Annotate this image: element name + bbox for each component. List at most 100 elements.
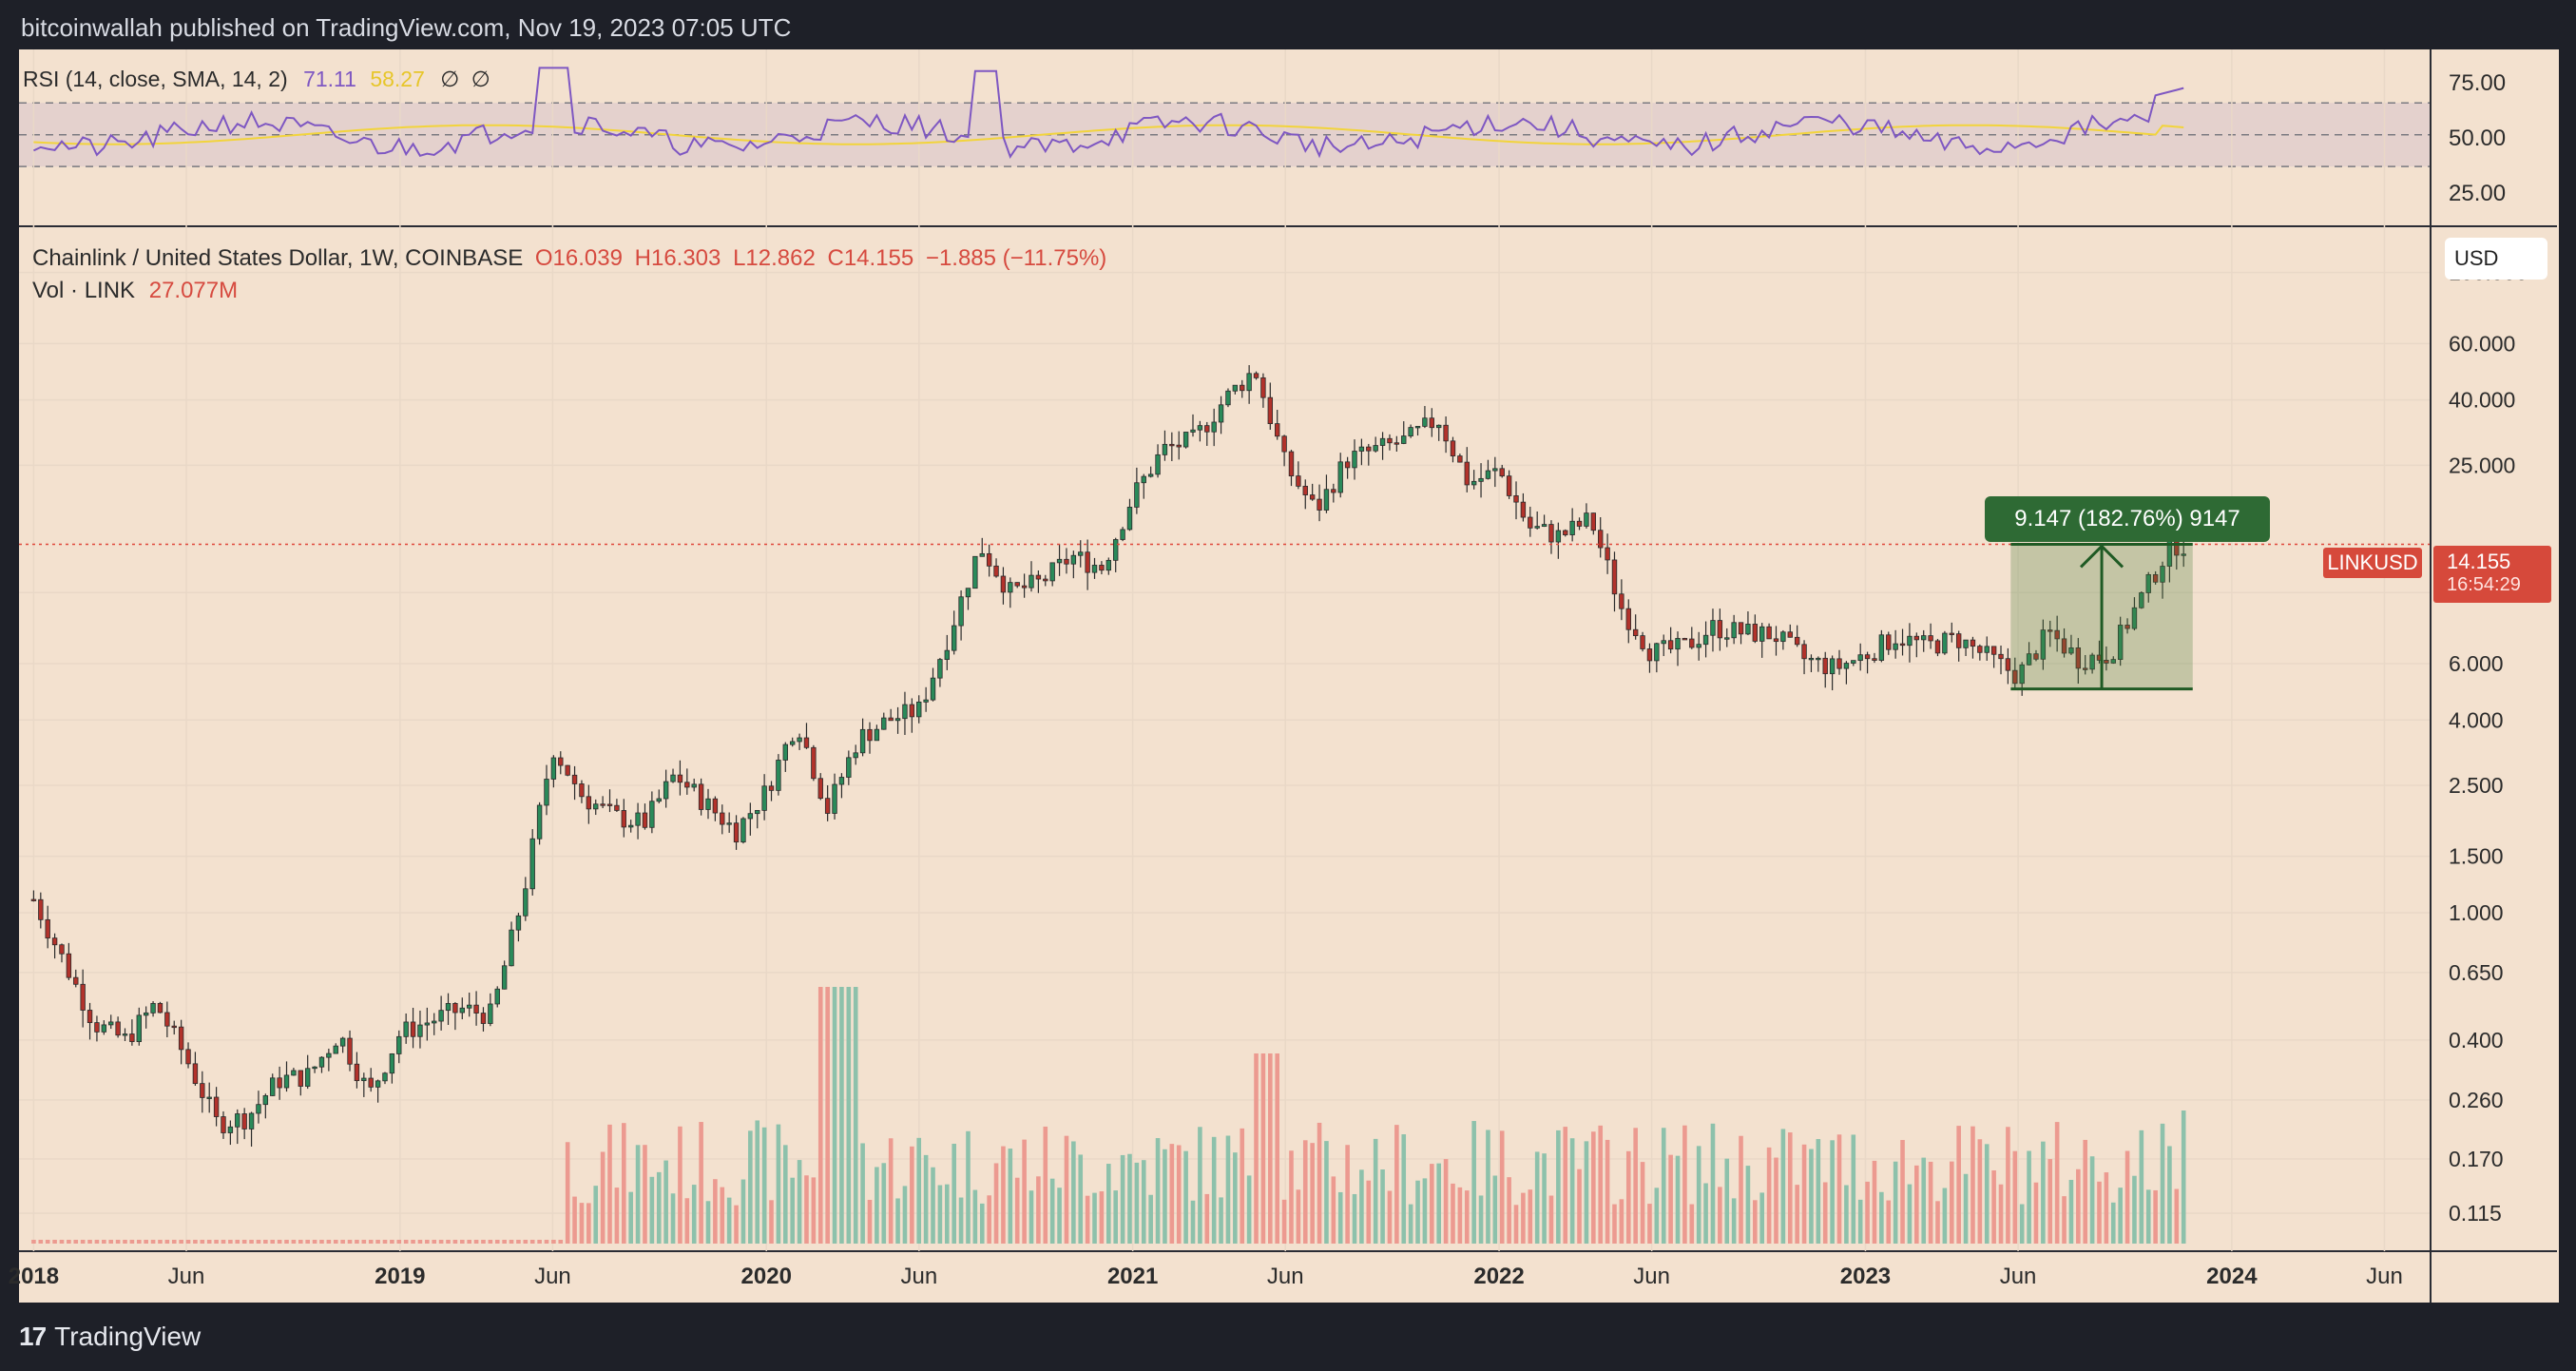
volume-bar	[1809, 1149, 1814, 1244]
currency-button[interactable]: USD	[2445, 238, 2547, 280]
volume-bar	[621, 1123, 626, 1244]
volume-bar	[607, 1124, 612, 1244]
volume-bar	[1886, 1200, 1892, 1244]
rsi-tick-50: 50.00	[2449, 126, 2507, 151]
close-value: C14.155	[827, 245, 914, 271]
time-tick-label: 2019	[375, 1264, 425, 1289]
volume-bar	[1739, 1135, 1743, 1244]
rsi-line	[32, 67, 2184, 159]
candle-body	[1541, 524, 1548, 528]
volume-bar	[2110, 1202, 2116, 1244]
candle-body	[1337, 461, 1343, 493]
candle-body	[1590, 512, 1597, 531]
volume-bar	[769, 1200, 774, 1244]
candle-body	[1408, 427, 1413, 436]
volume-bar	[452, 1240, 458, 1244]
volume-bar	[1879, 1191, 1884, 1244]
measure-arrow-head-icon	[2079, 544, 2124, 569]
volume-bar	[804, 1175, 809, 1244]
volume-bar	[910, 1146, 914, 1244]
candle-body	[1260, 377, 1266, 398]
candle-body	[1787, 631, 1793, 638]
volume-bar	[1127, 1153, 1132, 1244]
volume-bar	[438, 1240, 444, 1244]
volume-bar	[1507, 1177, 1511, 1244]
candle-body	[663, 781, 669, 800]
candle-body	[1296, 475, 1301, 487]
chart-frame[interactable]	[19, 49, 2557, 1303]
candle-body	[881, 717, 887, 730]
candle-body	[1780, 631, 1786, 643]
candle-body	[375, 1080, 381, 1088]
volume-bar	[1661, 1128, 1666, 1244]
tradingview-logo[interactable]: 17 TradingView	[19, 1322, 201, 1352]
candle-body	[382, 1072, 388, 1082]
candle-body	[1928, 635, 1933, 642]
last-price-box: 14.155 16:54:29	[2433, 546, 2551, 603]
rsi-icon-1[interactable]: ∅	[440, 67, 460, 91]
volume-bar	[375, 1240, 380, 1244]
volume-bar	[193, 1240, 198, 1244]
candle-body	[656, 798, 662, 802]
candle-body	[1696, 644, 1701, 648]
volume-bar	[1822, 1182, 1828, 1244]
volume-bar	[776, 1124, 781, 1244]
candle-body	[1211, 421, 1217, 433]
volume-bar	[1014, 1177, 1020, 1244]
volume-bar	[1464, 1190, 1470, 1244]
volume-bar	[1310, 1143, 1315, 1244]
volume-bar	[94, 1240, 100, 1244]
candle-body	[2139, 592, 2144, 608]
candle-body	[2104, 660, 2109, 664]
candle-body	[51, 937, 58, 946]
volume-bar	[2181, 1110, 2186, 1244]
rsi-sma-value: 58.27	[370, 67, 425, 91]
volume-bar	[1401, 1134, 1407, 1244]
candle-body	[2040, 629, 2047, 660]
measure-label[interactable]: 9.147 (182.76%) 9147	[1985, 496, 2270, 542]
candle-body	[396, 1035, 402, 1054]
candle-body	[523, 888, 529, 917]
volume-bar	[1830, 1140, 1835, 1244]
price-tick-label: 40.000	[2449, 388, 2515, 413]
rsi-sma-line	[33, 124, 2184, 145]
candle-body	[501, 965, 508, 990]
volume-bar	[80, 1240, 86, 1244]
candle-body	[1682, 638, 1688, 641]
candle-body	[129, 1033, 135, 1042]
volume-bar	[1275, 1053, 1279, 1244]
volume-bar	[579, 1203, 585, 1244]
footer-bar	[0, 1304, 2576, 1371]
candle-body	[1155, 454, 1161, 475]
candle-body	[1267, 396, 1274, 425]
candle-body	[1984, 646, 1990, 653]
candle-body	[1331, 489, 1336, 493]
volume-bar	[523, 1240, 529, 1244]
volume-bar	[1176, 1145, 1182, 1244]
time-tick-label: 2022	[1473, 1264, 1524, 1289]
volume-bar	[1289, 1150, 1294, 1244]
volume-bar	[678, 1126, 682, 1244]
volume-bar	[1373, 1138, 1378, 1244]
candle-body	[59, 944, 65, 955]
volume-bar	[1865, 1181, 1870, 1244]
rsi-icon-2[interactable]: ∅	[471, 67, 490, 91]
candle-body	[2152, 574, 2159, 583]
candle-body	[1752, 624, 1759, 642]
volume-bar	[2047, 1159, 2053, 1244]
volume-bar	[361, 1240, 367, 1244]
volume-bar	[1816, 1139, 1821, 1244]
candle-body	[958, 596, 964, 627]
candle-body	[1105, 559, 1112, 571]
candle-body	[488, 1003, 493, 1024]
time-tick-label: Jun	[1267, 1264, 1304, 1289]
volume-bar	[144, 1240, 148, 1244]
candle-body	[347, 1037, 353, 1065]
volume-bar	[432, 1240, 437, 1244]
price-tick-label: 0.115	[2449, 1201, 2502, 1226]
volume-bar	[115, 1240, 121, 1244]
volume-bar	[1120, 1154, 1125, 1244]
candle-body	[1120, 529, 1125, 540]
volume-bar	[1548, 1195, 1554, 1244]
